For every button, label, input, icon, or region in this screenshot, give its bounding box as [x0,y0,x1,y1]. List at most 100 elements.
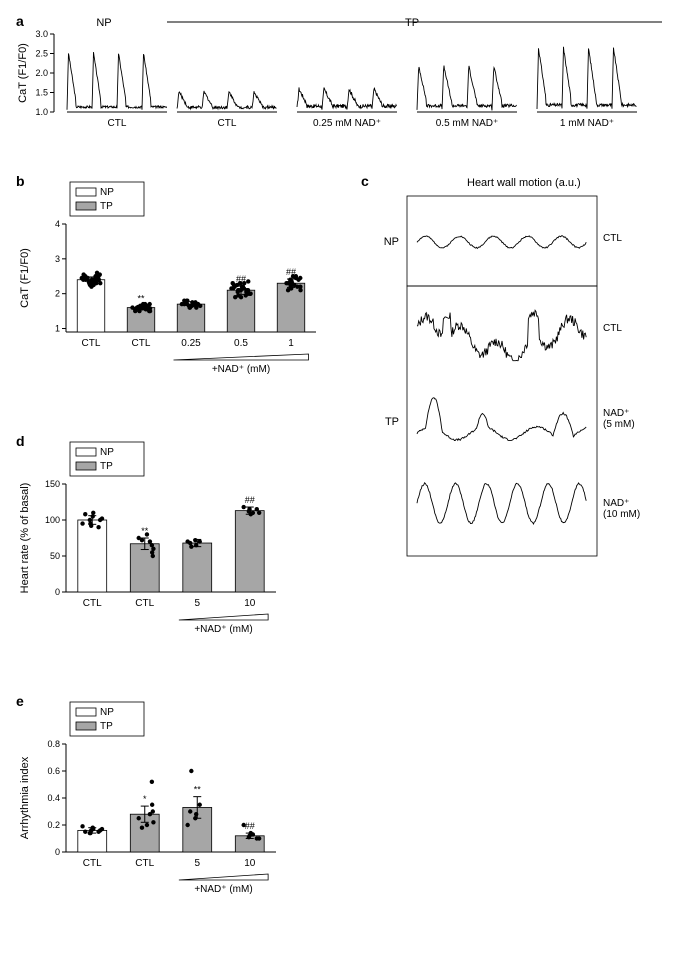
data-point [151,554,155,558]
data-point [248,291,252,295]
panel-c-trace [417,483,586,524]
svg-text:0.4: 0.4 [47,793,60,803]
data-point [189,769,193,773]
data-point [198,803,202,807]
data-point [241,505,245,509]
data-point [98,272,102,276]
data-point [89,524,93,528]
panel-c-trace-label: CTL [603,323,622,334]
data-point [247,835,251,839]
svg-text:2: 2 [55,289,60,299]
svg-text:0.2: 0.2 [47,820,60,830]
svg-text:5: 5 [194,858,200,869]
panel-c-trace-label: (5 mM) [603,419,635,430]
wedge [174,354,309,360]
svg-text:0.25: 0.25 [181,338,201,349]
sig-marker: ** [137,294,145,304]
wedge-label: +NAD⁺ (mM) [194,884,252,895]
svg-text:150: 150 [45,479,60,489]
svg-text:CTL: CTL [218,118,237,129]
data-point [130,305,134,309]
bar [78,520,107,592]
svg-text:1: 1 [55,324,60,334]
panel-label: e [16,693,24,709]
bar [183,543,212,592]
data-point [80,824,84,828]
wedge-label: +NAD⁺ (mM) [212,364,270,375]
data-point [185,823,189,827]
ylabel: Heart rate (% of basal) [19,483,31,594]
panel-a-trace [177,91,277,112]
bar [130,544,159,592]
panel-c-np: NP [384,236,399,248]
data-point [89,828,93,832]
panel-a-trace [297,87,397,112]
svg-text:0.5: 0.5 [234,338,248,349]
panel-c-tp: TP [385,416,399,428]
data-point [140,538,144,542]
panel-c-trace-label: CTL [603,233,622,244]
svg-text:0: 0 [55,847,60,857]
data-point [236,290,240,294]
data-point [193,302,197,306]
data-point [100,827,104,831]
data-point [151,809,155,813]
data-point [83,830,87,834]
panel-label: b [16,173,25,189]
svg-text:3.0: 3.0 [35,29,48,39]
panel-c-trace-label: (10 mM) [603,509,640,520]
svg-text:0: 0 [55,587,60,597]
wedge [179,614,268,620]
svg-text:CTL: CTL [83,598,102,609]
svg-text:1 mM NAD⁺: 1 mM NAD⁺ [560,118,614,129]
panel-c-trace [417,310,586,360]
legend: NPTP [70,182,144,216]
data-point [96,525,100,529]
panel-a-np: NP [96,17,111,29]
data-point [251,832,255,836]
svg-text:2.0: 2.0 [35,68,48,78]
svg-text:CTL: CTL [83,858,102,869]
data-point [100,516,104,520]
data-point [150,803,154,807]
svg-text:4: 4 [55,219,60,229]
data-point [194,543,198,547]
data-point [241,285,245,289]
data-point [185,298,189,302]
svg-text:0.25 mM NAD⁺: 0.25 mM NAD⁺ [313,118,381,129]
svg-text:2.5: 2.5 [35,49,48,59]
data-point [88,518,92,522]
svg-text:100: 100 [45,515,60,525]
sig-marker: ## [286,267,296,277]
data-point [150,543,154,547]
wedge-label: +NAD⁺ (mM) [194,624,252,635]
legend: NP TP [70,702,144,736]
data-point [96,830,100,834]
panel-c-trace [417,236,586,249]
svg-text:CTL: CTL [135,598,154,609]
data-point [185,539,189,543]
sig-marker: ** [194,785,202,795]
sig-marker: ## [245,821,255,831]
wedge [179,874,268,880]
svg-text:TP: TP [100,461,113,472]
data-point [198,539,202,543]
panel-label: d [16,433,25,449]
data-point [257,511,261,515]
svg-text:TP: TP [100,721,113,732]
panel-a-ylabel: CaT (F1/F0) [17,43,29,103]
data-point [94,281,98,285]
panel-a-tp: TP [405,17,419,29]
data-point [194,812,198,816]
data-point [255,507,259,511]
data-point [288,279,292,283]
svg-text:3: 3 [55,254,60,264]
svg-text:NP: NP [100,707,114,718]
data-point [284,281,288,285]
legend: NPTP [70,442,144,476]
panel-a-label: a [16,13,24,29]
data-point [145,823,149,827]
svg-text:0.8: 0.8 [47,739,60,749]
data-point [286,288,290,292]
data-point [140,305,144,309]
